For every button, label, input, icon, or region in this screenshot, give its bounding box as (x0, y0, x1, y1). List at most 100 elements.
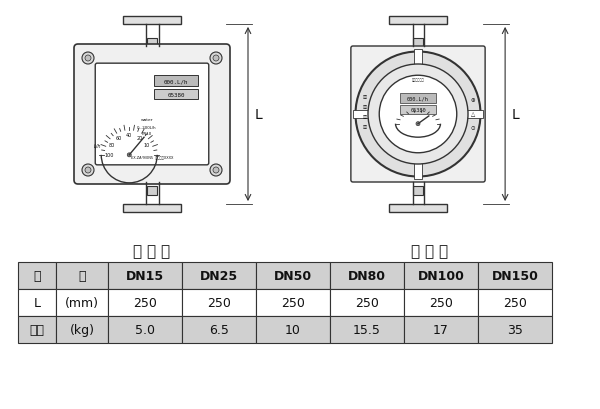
Bar (389, 204, 447, 213)
Text: 10: 10 (143, 143, 149, 148)
Bar (154, 90, 198, 100)
Bar (400, 93, 436, 103)
Text: 000.L/h: 000.L/h (407, 96, 429, 101)
Bar (108, 316, 182, 343)
Bar (404, 316, 478, 343)
Text: L: L (512, 108, 520, 122)
Text: DN25: DN25 (200, 270, 238, 282)
Text: 250: 250 (429, 296, 453, 309)
Bar (18, 316, 56, 343)
Text: 6.5: 6.5 (209, 323, 229, 336)
Bar (256, 289, 330, 316)
FancyBboxPatch shape (351, 47, 485, 182)
Bar (182, 262, 256, 289)
Bar (256, 262, 330, 289)
Text: 重量: 重量 (29, 323, 44, 336)
Circle shape (85, 56, 91, 62)
Text: 5.0: 5.0 (135, 323, 155, 336)
Text: 20: 20 (136, 136, 142, 141)
Bar (56, 316, 108, 343)
Bar (18, 262, 56, 289)
Circle shape (368, 65, 468, 164)
Bar (478, 316, 552, 343)
Text: 250: 250 (207, 296, 231, 309)
Text: L/h: L/h (94, 143, 101, 148)
Bar (56, 289, 108, 316)
Bar (353, 111, 370, 119)
Bar (413, 187, 423, 196)
Text: ⊕: ⊕ (471, 97, 475, 102)
Text: (kg): (kg) (70, 323, 95, 336)
Text: 17: 17 (433, 323, 449, 336)
Circle shape (355, 52, 481, 177)
Circle shape (82, 164, 94, 177)
Bar (147, 39, 157, 49)
Text: EX.ZA/9/0N5  标准型号XXXX: EX.ZA/9/0N5 标准型号XXXX (131, 155, 173, 158)
Text: △: △ (471, 111, 475, 116)
Circle shape (82, 53, 94, 65)
Text: 250: 250 (355, 296, 379, 309)
Text: 隔 爆 型: 隔 爆 型 (412, 244, 449, 259)
FancyBboxPatch shape (74, 45, 230, 184)
Text: DN15: DN15 (126, 270, 164, 282)
Text: 标危: 标危 (362, 95, 367, 99)
Text: DN50: DN50 (274, 270, 312, 282)
Text: 径: 径 (78, 270, 86, 282)
Bar (256, 316, 330, 343)
Text: DN80: DN80 (348, 270, 386, 282)
Text: 05380: 05380 (167, 92, 185, 97)
Text: DN150: DN150 (491, 270, 538, 282)
Text: 250: 250 (281, 296, 305, 309)
Circle shape (210, 53, 222, 65)
Bar (182, 289, 256, 316)
Text: 介质: 介质 (362, 115, 367, 119)
Circle shape (127, 153, 131, 157)
Text: 60: 60 (116, 136, 122, 141)
Text: 危险: 危险 (362, 105, 367, 109)
Text: ⊙: ⊙ (471, 125, 475, 130)
FancyBboxPatch shape (95, 64, 209, 165)
Bar (478, 262, 552, 289)
Bar (56, 262, 108, 289)
Text: PN10: PN10 (142, 132, 152, 136)
Text: 本 安 型: 本 安 型 (133, 244, 170, 259)
Text: 000.L/h: 000.L/h (164, 79, 188, 84)
Text: 15.5: 15.5 (353, 323, 381, 336)
Text: 40: 40 (126, 133, 133, 138)
Bar (147, 187, 157, 196)
Text: 口: 口 (33, 270, 41, 282)
Circle shape (416, 122, 420, 126)
Bar (330, 289, 404, 316)
Bar (330, 316, 404, 343)
Bar (108, 262, 182, 289)
Text: 80: 80 (109, 143, 115, 148)
Bar (108, 289, 182, 316)
Circle shape (213, 56, 219, 62)
Bar (404, 262, 478, 289)
Bar (123, 17, 181, 25)
Bar (154, 76, 198, 87)
Text: L: L (34, 296, 41, 309)
Circle shape (213, 168, 219, 173)
Text: 标准型号信息: 标准型号信息 (412, 78, 424, 82)
Text: 250: 250 (503, 296, 527, 309)
Text: water: water (141, 118, 153, 122)
Bar (330, 262, 404, 289)
Text: 0...200L/h: 0...200L/h (137, 126, 157, 130)
Circle shape (210, 164, 222, 177)
Text: 35: 35 (507, 323, 523, 336)
Text: 10: 10 (285, 323, 301, 336)
Bar (413, 39, 423, 49)
Text: 100: 100 (104, 153, 114, 158)
Bar (389, 17, 447, 25)
Bar (400, 106, 436, 115)
Circle shape (85, 168, 91, 173)
Bar (182, 316, 256, 343)
Bar (404, 289, 478, 316)
Text: 250: 250 (133, 296, 157, 309)
Bar (414, 163, 422, 179)
Circle shape (379, 76, 457, 153)
Bar (478, 289, 552, 316)
Text: 05380: 05380 (410, 108, 426, 112)
Bar (123, 204, 181, 213)
